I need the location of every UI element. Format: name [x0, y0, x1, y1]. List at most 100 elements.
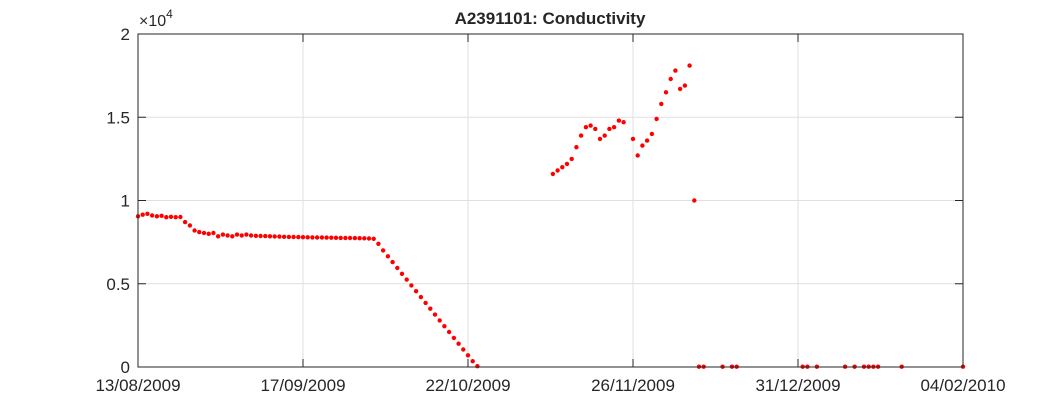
- data-point: [555, 168, 560, 173]
- data-point: [616, 118, 622, 123]
- data-point: [215, 234, 221, 239]
- y-tick-label: 1: [121, 192, 130, 211]
- data-point: [310, 235, 315, 240]
- data-point: [621, 120, 626, 125]
- data-point: [588, 123, 593, 128]
- data-point: [635, 153, 640, 158]
- data-point: [338, 235, 343, 241]
- data-point: [451, 335, 457, 341]
- data-point: [168, 214, 174, 219]
- x-tick-label: 31/12/2009: [755, 376, 840, 395]
- y-tick-labels: 0 0.5 1 1.5 2: [106, 25, 130, 377]
- data-point: [649, 131, 655, 137]
- data-point: [281, 234, 287, 239]
- data-point: [682, 83, 688, 88]
- data-point: [461, 347, 466, 352]
- y-tick-label: 2: [121, 25, 130, 44]
- data-point: [687, 63, 692, 68]
- x-tick-label: 17/09/2009: [260, 376, 345, 395]
- data-point: [428, 306, 433, 311]
- data-point: [300, 235, 306, 240]
- data-point: [371, 236, 376, 241]
- data-point: [446, 329, 452, 335]
- chart-title: A2391101: Conductivity: [455, 9, 646, 28]
- data-point: [654, 116, 659, 122]
- y-tick-label: 0.5: [106, 275, 130, 294]
- data-point: [663, 90, 669, 95]
- data-point: [192, 228, 197, 233]
- data-point: [178, 214, 183, 220]
- data-point: [220, 232, 226, 237]
- data-point: [296, 234, 301, 240]
- data-point: [362, 236, 367, 241]
- data-point: [154, 214, 160, 219]
- data-point: [564, 161, 570, 167]
- x-tick-label: 26/11/2009: [591, 376, 675, 395]
- data-point: [291, 234, 296, 240]
- data-point: [211, 230, 216, 236]
- data-point: [314, 235, 320, 240]
- data-point: [692, 198, 697, 203]
- data-point: [164, 215, 169, 220]
- data-point: [267, 234, 273, 239]
- data-point: [333, 235, 339, 240]
- data-point: [470, 359, 475, 364]
- y-exponent-base: ×10: [139, 13, 166, 30]
- data-point: [475, 364, 480, 369]
- data-point: [258, 233, 263, 239]
- data-point: [225, 233, 230, 238]
- y-tick-label: 1.5: [106, 108, 130, 127]
- data-point: [272, 234, 277, 239]
- data-point: [230, 234, 235, 239]
- data-point: [673, 68, 678, 73]
- data-point: [366, 236, 372, 241]
- data-point: [423, 300, 428, 306]
- data-point: [197, 229, 202, 235]
- data-point: [376, 241, 381, 246]
- data-point: [319, 235, 325, 240]
- data-point: [347, 235, 353, 241]
- data-point: [456, 341, 461, 346]
- data-point: [253, 233, 259, 238]
- data-point: [409, 283, 414, 288]
- data-point: [578, 133, 584, 138]
- data-point: [244, 232, 249, 237]
- x-tick-label: 04/02/2010: [920, 376, 1005, 395]
- data-point: [413, 289, 419, 294]
- data-point: [145, 211, 150, 216]
- data-point: [432, 312, 438, 317]
- data-point: [395, 265, 400, 271]
- data-point: [569, 156, 574, 162]
- axis-ticks: [137, 33, 964, 368]
- data-point: [404, 277, 409, 282]
- data-point: [324, 235, 329, 240]
- data-point: [583, 125, 589, 130]
- x-tick-label: 13/08/2009: [95, 376, 180, 395]
- data-point: [385, 254, 391, 259]
- data-point: [668, 76, 673, 82]
- x-tick-label: 22/10/2009: [425, 376, 510, 395]
- data-point: [234, 232, 240, 237]
- data-point: [611, 125, 617, 130]
- y-tick-label: 0: [121, 358, 130, 377]
- data-point: [352, 235, 358, 241]
- data-point: [640, 143, 645, 148]
- data-point: [437, 318, 442, 323]
- x-tick-labels: 13/08/2009 17/09/2009 22/10/2009 26/11/2009…: [95, 376, 1005, 395]
- data-point: [602, 133, 607, 138]
- data-point: [140, 212, 145, 217]
- y-exponent-label: ×104: [139, 7, 173, 30]
- data-point: [418, 294, 424, 300]
- data-point: [263, 233, 268, 239]
- data-point: [201, 230, 207, 236]
- data-point: [173, 215, 178, 220]
- data-point: [329, 235, 334, 240]
- data-point: [593, 126, 598, 132]
- data-point: [305, 235, 310, 240]
- data-point: [248, 233, 254, 238]
- data-point: [574, 145, 579, 150]
- data-point: [630, 136, 636, 142]
- data-point: [206, 231, 211, 236]
- y-exponent-power: 4: [166, 7, 173, 21]
- data-point: [187, 223, 193, 228]
